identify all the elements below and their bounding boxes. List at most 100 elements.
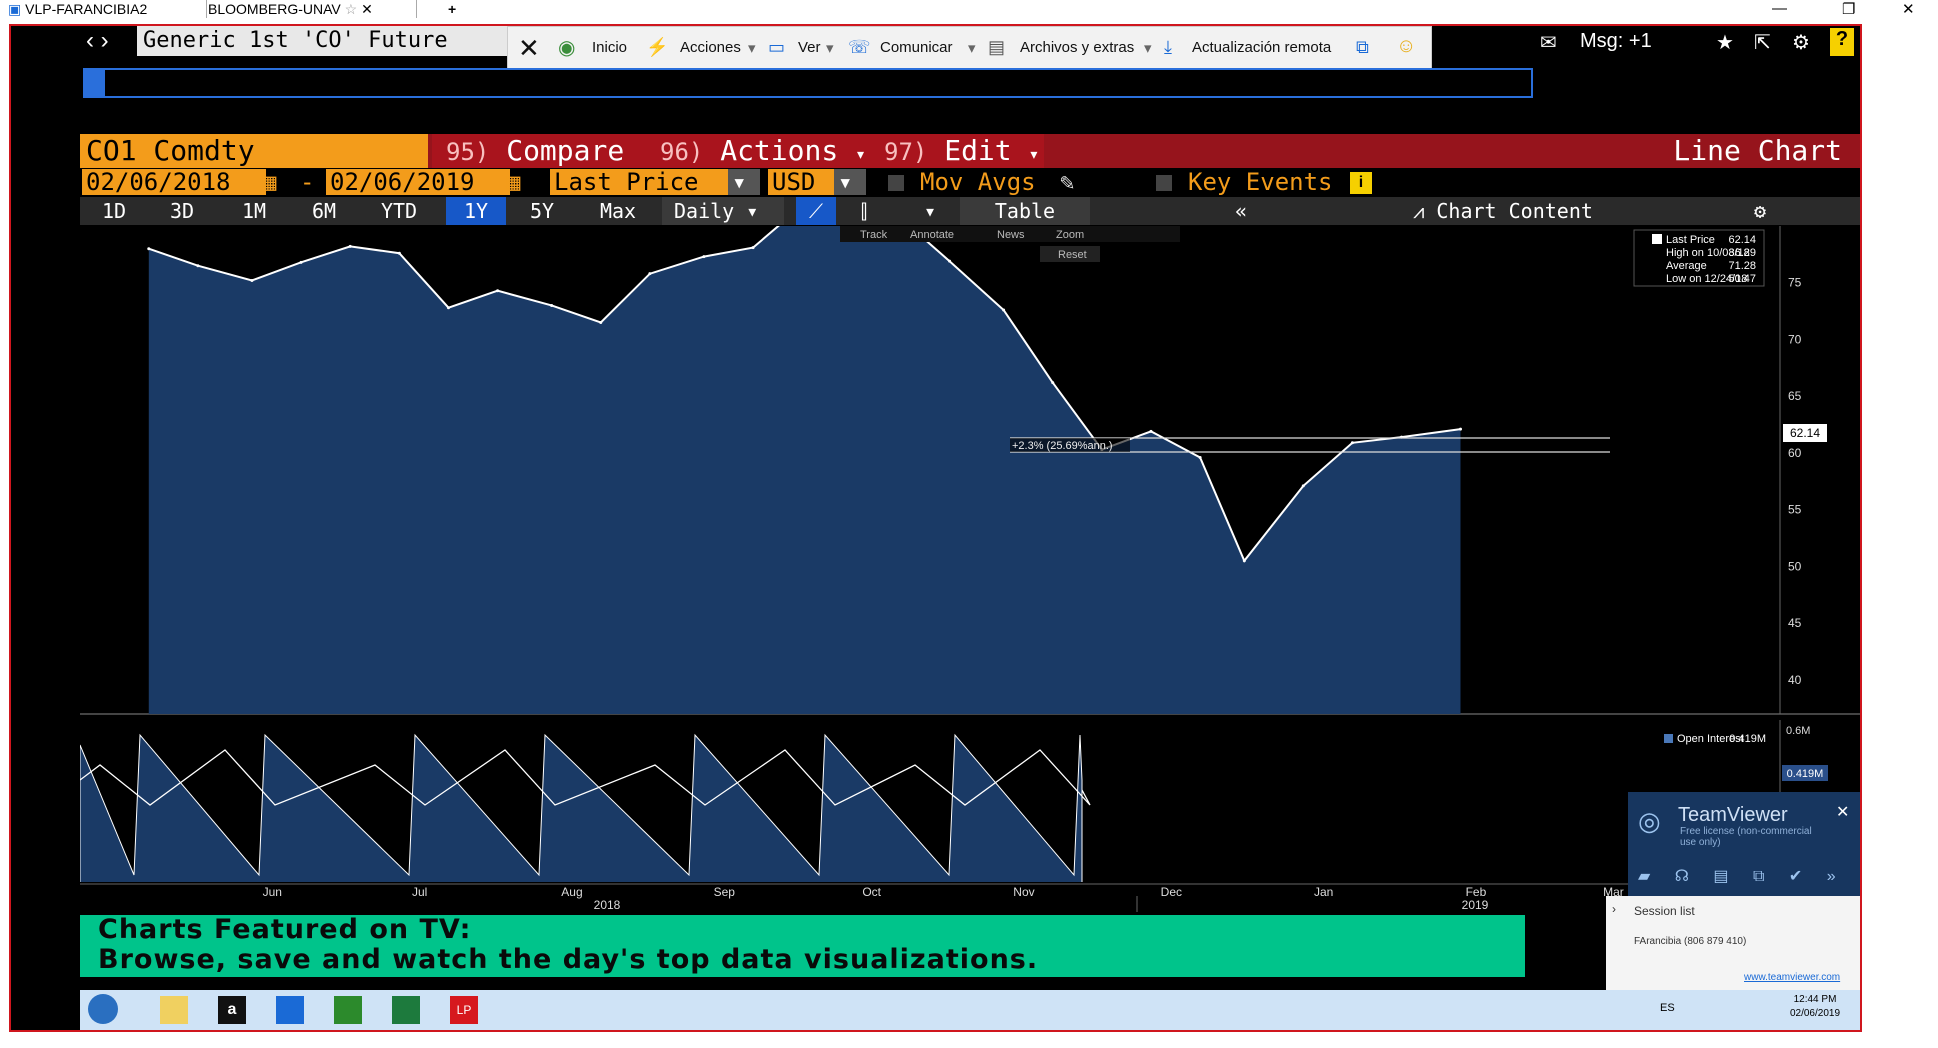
range-ytd[interactable]: YTD (380, 199, 418, 223)
teamviewer-taskbar-icon[interactable] (276, 996, 304, 1024)
tv-ver[interactable]: Ver (798, 39, 821, 56)
key-events-checkbox[interactable] (1156, 175, 1172, 191)
command-line[interactable] (83, 68, 1533, 98)
currency-select[interactable]: USD (768, 169, 838, 195)
range-1d[interactable]: 1D (101, 199, 127, 223)
tool-annotate[interactable]: Annotate (910, 229, 954, 241)
price-chart[interactable]: 40 45 50 55 60 65 70 75 Track Annotate News Zoo… (80, 226, 1860, 716)
new-tab-button[interactable]: + (448, 1, 457, 17)
last-price-tag-text: 62.14 (1790, 426, 1820, 440)
screens-icon[interactable]: ⧉ (1356, 37, 1369, 57)
file-icon: ▤ (988, 37, 1006, 57)
price-point (1242, 559, 1246, 563)
teamviewer-actions[interactable]: ▰ ☊ ▤ ⧉ ✔ » (1638, 868, 1846, 885)
oi-second-line (80, 749, 1091, 806)
tv-inicio[interactable]: Inicio (592, 39, 628, 56)
start-button[interactable] (88, 994, 118, 1024)
export-icon[interactable]: ⇱ (1754, 32, 1771, 54)
edit-button[interactable]: 97) Edit ▾ (870, 134, 1044, 168)
oi-tag (1782, 765, 1828, 781)
star-icon[interactable]: ☆ (344, 1, 358, 17)
tool-news[interactable]: News (997, 229, 1025, 241)
language-indicator[interactable]: ES (1660, 1002, 1675, 1014)
os-tab-vlp[interactable]: ▣ VLP-FARANCIBIA2 (0, 0, 207, 18)
help-button[interactable]: ? (1830, 28, 1854, 56)
tv-comunicar[interactable]: Comunicar (880, 39, 953, 56)
oi-y-tick: 0.6M (1786, 725, 1810, 737)
range-6m[interactable]: 6M (311, 199, 337, 223)
range-3d[interactable]: 3D (169, 199, 195, 223)
field-select[interactable]: Last Price (550, 169, 734, 195)
restore-icon[interactable]: ❐ (1842, 1, 1856, 18)
terminal-icon[interactable] (334, 996, 362, 1024)
range-1y[interactable]: 1Y (446, 197, 506, 225)
expand-icon[interactable]: › (1612, 902, 1616, 916)
open-interest-chart[interactable]: 0.6M Open Interest 0.419M 0.419M (80, 720, 1860, 890)
legend-low-value: 50.47 (1728, 273, 1756, 285)
calendar-icon[interactable]: ▦ (506, 168, 521, 196)
os-tab-bloomberg[interactable]: BLOOMBERG-UNAV ☆ ✕ (200, 0, 417, 18)
calendar-icon[interactable]: ▦ (262, 168, 277, 196)
month-label: Mar (1603, 885, 1624, 899)
actions-button[interactable]: 96) Actions ▾ (646, 134, 880, 168)
price-y-axis: 40 45 50 55 60 65 70 75 (1779, 226, 1802, 714)
line-chart-icon[interactable]: ⟋ (796, 197, 836, 225)
price-point (1198, 456, 1202, 460)
key-events-label[interactable]: Key Events (1188, 168, 1333, 196)
price-point (948, 259, 952, 263)
info-icon[interactable]: i (1350, 172, 1372, 194)
pencil-icon[interactable]: ✎ (1060, 168, 1075, 196)
price-point (751, 246, 755, 250)
session-list-label[interactable]: Session list (1634, 904, 1695, 918)
clock-date[interactable]: 02/06/2019 (1789, 1008, 1841, 1019)
minimize-icon[interactable]: — (1772, 0, 1787, 17)
price-point (496, 289, 500, 293)
bar-chart-icon[interactable]: ⫿ (860, 199, 868, 223)
range-max[interactable]: Max (599, 199, 637, 223)
back-arrow-icon[interactable]: ‹ (86, 27, 94, 54)
settings-icon[interactable]: ⚙ (1792, 32, 1810, 54)
forward-arrow-icon[interactable]: › (100, 27, 109, 54)
tool-track[interactable]: Track (860, 229, 888, 241)
msg-counter[interactable]: Msg: +1 (1580, 30, 1652, 52)
range-1m[interactable]: 1M (241, 199, 267, 223)
session-entry[interactable]: FArancibia (806 879 410) (1634, 936, 1747, 947)
compare-button[interactable]: 95) Compare (432, 134, 656, 168)
excel-icon[interactable] (392, 996, 420, 1024)
clock-time[interactable]: 12:44 PM (1793, 994, 1837, 1005)
explorer-icon[interactable] (160, 996, 188, 1024)
chevron-down-icon[interactable]: ▾ (728, 169, 760, 195)
mail-icon[interactable]: ✉ (1540, 32, 1557, 54)
end-date-field[interactable]: 02/06/2019 (326, 169, 510, 195)
price-y-tick: 65 (1788, 389, 1802, 403)
tv-charts-banner[interactable]: Charts Featured on TV: Browse, save and … (80, 915, 1525, 977)
mov-avgs-label[interactable]: Mov Avgs (920, 168, 1036, 196)
table-button[interactable]: Table (960, 197, 1090, 225)
collapse-icon[interactable]: « (1234, 199, 1248, 223)
time-axis: JunJulAugSepOctNovDecJanFebMarAr 2018 20… (80, 882, 1860, 912)
gear-icon[interactable]: ⚙ (1753, 199, 1767, 223)
close-icon[interactable]: ✕ (361, 1, 373, 17)
chevron-down-icon[interactable]: ▾ (923, 199, 937, 223)
start-date-field[interactable]: 02/06/2018 (82, 169, 266, 195)
reset-button[interactable]: Reset (1058, 249, 1087, 261)
lp-icon[interactable]: LP (450, 996, 478, 1024)
chart-content-button[interactable]: ⩘ Chart Content (1358, 197, 1648, 225)
tv-archivos[interactable]: Archivos y extras (1020, 39, 1135, 56)
close-icon[interactable]: ✕ (518, 33, 540, 63)
security-field[interactable]: Generic 1st 'CO' Future Comdty (137, 26, 507, 83)
ticker-field[interactable]: CO1 Comdty (80, 134, 428, 168)
teamviewer-link[interactable]: www.teamviewer.com (1744, 972, 1841, 983)
close-icon[interactable]: ✕ (1836, 804, 1850, 821)
tv-actualizacion[interactable]: Actualización remota (1192, 39, 1332, 56)
mov-avgs-checkbox[interactable] (888, 175, 904, 191)
amazon-icon[interactable]: a (218, 996, 246, 1024)
periodicity-select[interactable]: Daily ▾ (662, 197, 784, 225)
range-5y[interactable]: 5Y (529, 199, 555, 223)
favorites-icon[interactable]: ★ (1716, 32, 1734, 54)
smiley-icon[interactable]: ☺ (1396, 35, 1417, 57)
tool-zoom[interactable]: Zoom (1056, 229, 1084, 241)
tv-acciones[interactable]: Acciones (680, 39, 741, 56)
close-window-icon[interactable]: ✕ (1902, 1, 1915, 18)
chevron-down-icon[interactable]: ▾ (834, 169, 866, 195)
